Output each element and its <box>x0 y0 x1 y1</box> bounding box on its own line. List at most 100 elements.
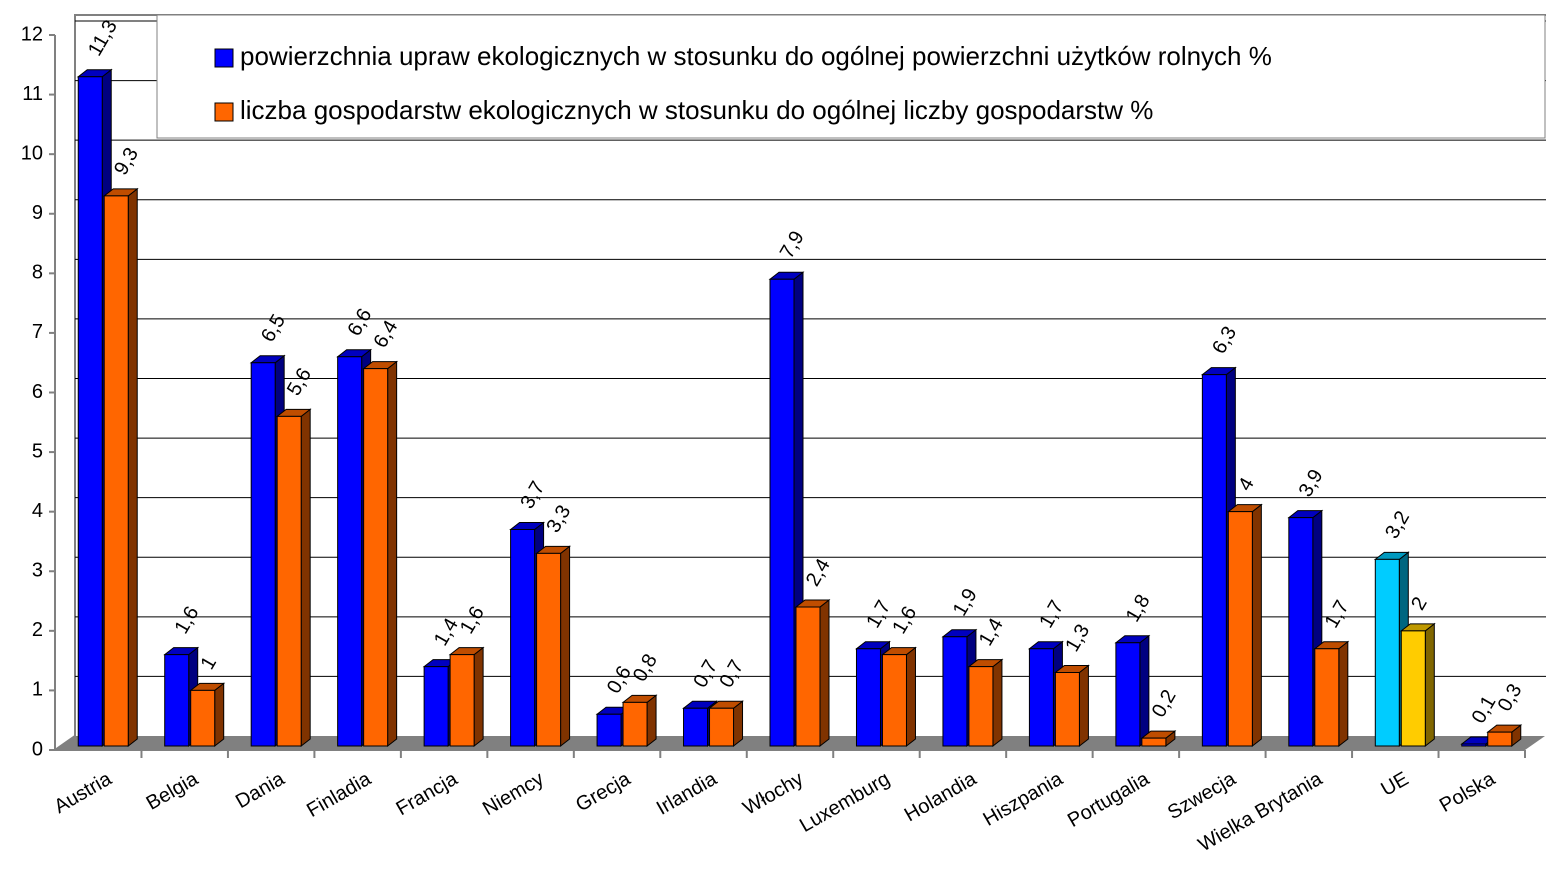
value-label: 0,1 <box>1468 692 1501 727</box>
bar-face <box>190 689 216 747</box>
bar-face <box>1400 630 1426 747</box>
bar-face <box>942 636 968 747</box>
value-label: 6,3 <box>1208 323 1241 358</box>
bar-face <box>646 694 657 748</box>
bar <box>1399 622 1436 748</box>
legend-swatch <box>214 48 234 68</box>
y-tick-label: 3 <box>32 560 43 582</box>
value-label: 3,7 <box>516 478 549 513</box>
y-tick-label: 5 <box>32 440 43 462</box>
value-label: 0,7 <box>715 656 748 691</box>
legend-swatch <box>214 102 234 122</box>
bar-face <box>992 658 1003 748</box>
bar <box>1226 503 1263 748</box>
x-tick-label: Włochy <box>739 768 807 820</box>
x-tick-label: UE <box>1377 768 1412 801</box>
bar <box>102 187 139 748</box>
bar <box>448 646 485 748</box>
value-label: 1,4 <box>430 615 463 650</box>
bar <box>881 646 917 748</box>
bar <box>1053 664 1090 748</box>
bar-face <box>622 701 648 747</box>
x-tick-label: Finladia <box>303 767 375 822</box>
bar-face <box>709 707 735 747</box>
bar <box>794 598 831 748</box>
bar <box>621 694 658 748</box>
legend-box <box>156 14 1546 139</box>
value-label: 2 <box>1407 593 1432 614</box>
value-label: 11,3 <box>84 16 122 59</box>
bar-face <box>683 707 709 747</box>
value-label: 1,4 <box>975 615 1008 650</box>
value-label: 9,3 <box>110 144 143 179</box>
value-label: 7,9 <box>776 227 809 262</box>
bar-face <box>127 187 138 748</box>
bar-face <box>1141 737 1167 747</box>
bar-face <box>1139 634 1150 748</box>
value-label: 1,8 <box>1122 591 1155 626</box>
bar-face <box>164 654 190 747</box>
bar-face <box>855 648 881 747</box>
value-label: 3,2 <box>1381 507 1414 542</box>
y-tick-label: 10 <box>21 142 43 164</box>
x-tick-label: Irlandia <box>653 767 722 819</box>
bar-face <box>1288 517 1314 747</box>
value-label: 1,9 <box>949 585 982 620</box>
value-label: 0,3 <box>1494 680 1527 715</box>
bar <box>1114 634 1151 748</box>
value-label: 5,6 <box>283 364 316 399</box>
bar <box>1486 724 1523 748</box>
value-label: 0,6 <box>603 662 636 697</box>
bar-face <box>276 415 302 747</box>
value-label: 1,6 <box>456 603 489 638</box>
bar-face <box>1338 640 1349 748</box>
bar-face <box>596 713 622 747</box>
x-tick-label: Portugalia <box>1064 767 1154 832</box>
bar-face <box>905 646 916 748</box>
bar-face <box>510 529 536 747</box>
x-tick-label: Hiszpania <box>979 767 1067 830</box>
x-tick-label: Francja <box>392 767 462 820</box>
bar <box>189 682 226 748</box>
x-tick-label: Grecja <box>572 767 635 816</box>
x-tick-label: Holandia <box>901 767 981 826</box>
value-label: 2,4 <box>802 555 835 590</box>
value-label: 0,8 <box>629 650 662 685</box>
value-label: 1,6 <box>171 603 204 638</box>
y-tick-label: 0 <box>32 738 43 760</box>
bar-face <box>423 666 449 747</box>
x-tick-label: Luxemburg <box>796 768 894 837</box>
bar <box>1313 640 1350 748</box>
x-tick-label: Belgia <box>143 767 203 814</box>
bar-face <box>1487 731 1513 747</box>
bar-face <box>1314 648 1340 747</box>
x-tick-label: Niemcy <box>479 768 548 820</box>
bar-face <box>536 552 562 747</box>
bar-face <box>1227 511 1253 747</box>
x-tick-label: Polska <box>1436 767 1500 817</box>
bar-face <box>769 278 795 747</box>
bar-face <box>733 700 744 748</box>
x-tick-label: Dania <box>232 767 289 813</box>
bar-face <box>473 646 484 748</box>
bar-face <box>1424 622 1435 748</box>
bar-face <box>300 408 311 748</box>
y-tick-label: 6 <box>32 381 43 403</box>
bar <box>275 408 312 748</box>
legend-label: powierzchnia upraw ekologicznych w stosu… <box>240 41 1272 71</box>
value-label: 1,7 <box>1321 597 1354 632</box>
y-tick-label: 4 <box>32 500 43 522</box>
y-tick-label: 8 <box>32 262 43 284</box>
y-tick-label: 7 <box>32 321 43 343</box>
x-tick-label: Austria <box>50 767 116 818</box>
legend-label: liczba gospodarstw ekologicznych w stosu… <box>240 95 1153 125</box>
x-tick-label: Szwecja <box>1164 767 1240 824</box>
bar-face <box>560 545 571 748</box>
bar-face <box>795 606 821 747</box>
bar-face <box>1374 558 1400 747</box>
bar <box>535 545 572 748</box>
bar-face <box>337 356 363 747</box>
bar-face <box>1078 664 1089 748</box>
bar-face <box>387 360 398 748</box>
bar <box>362 360 399 748</box>
